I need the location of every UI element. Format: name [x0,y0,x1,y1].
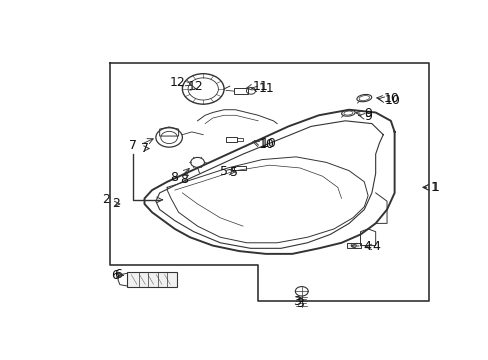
Text: 5: 5 [220,165,227,178]
Text: 1: 1 [431,181,439,194]
Text: 11: 11 [258,82,273,95]
Text: 10: 10 [259,138,274,151]
Text: 12: 12 [169,76,184,89]
Text: 8: 8 [170,171,178,184]
Text: 9: 9 [364,110,371,123]
Text: 4: 4 [371,240,379,253]
Text: 7: 7 [129,139,137,152]
Text: 10: 10 [383,92,398,105]
Text: 6: 6 [111,269,119,282]
Text: 12: 12 [188,80,203,93]
Polygon shape [346,243,360,248]
Text: 2: 2 [112,198,120,211]
Polygon shape [127,272,176,287]
Text: 10: 10 [385,94,400,107]
Text: 9: 9 [364,107,371,120]
Text: 3: 3 [293,295,301,308]
Text: 6: 6 [114,268,122,281]
Text: 11: 11 [252,80,268,93]
Text: 3: 3 [296,297,304,310]
Text: 8: 8 [180,172,188,185]
Text: 5: 5 [229,166,237,179]
Text: 10: 10 [260,137,276,150]
Text: 7: 7 [141,142,148,155]
Text: 4: 4 [363,240,370,253]
Text: 1: 1 [430,181,438,194]
Text: 2: 2 [102,193,110,206]
